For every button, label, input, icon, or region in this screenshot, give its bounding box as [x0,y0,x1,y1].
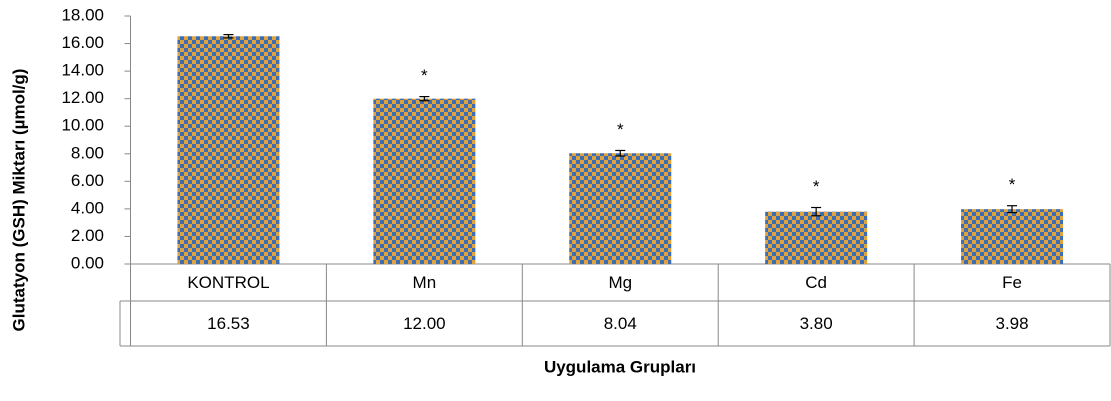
y-tick-label: 6.00 [71,171,104,190]
y-tick-label: 4.00 [71,198,104,217]
bar [373,98,476,265]
y-tick-label: 10.00 [61,116,104,135]
table-value: 16.53 [207,314,250,333]
y-tick-label: 12.00 [61,88,104,107]
y-tick-label: 16.00 [61,33,104,52]
y-tick-label: 0.00 [71,253,104,272]
significance-mark: * [617,120,624,139]
significance-mark: * [813,177,820,196]
bar [569,153,672,264]
table-value: 8.04 [604,314,637,333]
category-label: Cd [805,273,827,292]
table-value: 12.00 [403,314,446,333]
significance-mark: * [421,66,428,85]
error-bar [419,95,430,102]
bar [177,36,280,265]
category-label: Mg [608,273,632,292]
x-axis-label: Uygulama Grupları [544,357,696,376]
significance-mark: * [1009,175,1016,194]
y-axis-label: Glutatyon (GSH) Miktarı (µmol/g) [9,69,28,332]
category-label: KONTROL [187,273,269,292]
category-label: Fe [1002,273,1022,292]
bar [765,211,868,264]
category-label: Mn [413,273,437,292]
bar [961,209,1064,264]
table-value: 3.98 [996,314,1029,333]
table-value: 3.80 [800,314,833,333]
y-tick-label: 8.00 [71,143,104,162]
error-bar [1007,205,1018,214]
y-tick-label: 14.00 [61,61,104,80]
y-tick-label: 18.00 [61,5,104,24]
error-bar [223,33,234,39]
y-tick-label: 2.00 [71,226,104,245]
error-bar [615,149,626,157]
error-bar [811,206,822,217]
